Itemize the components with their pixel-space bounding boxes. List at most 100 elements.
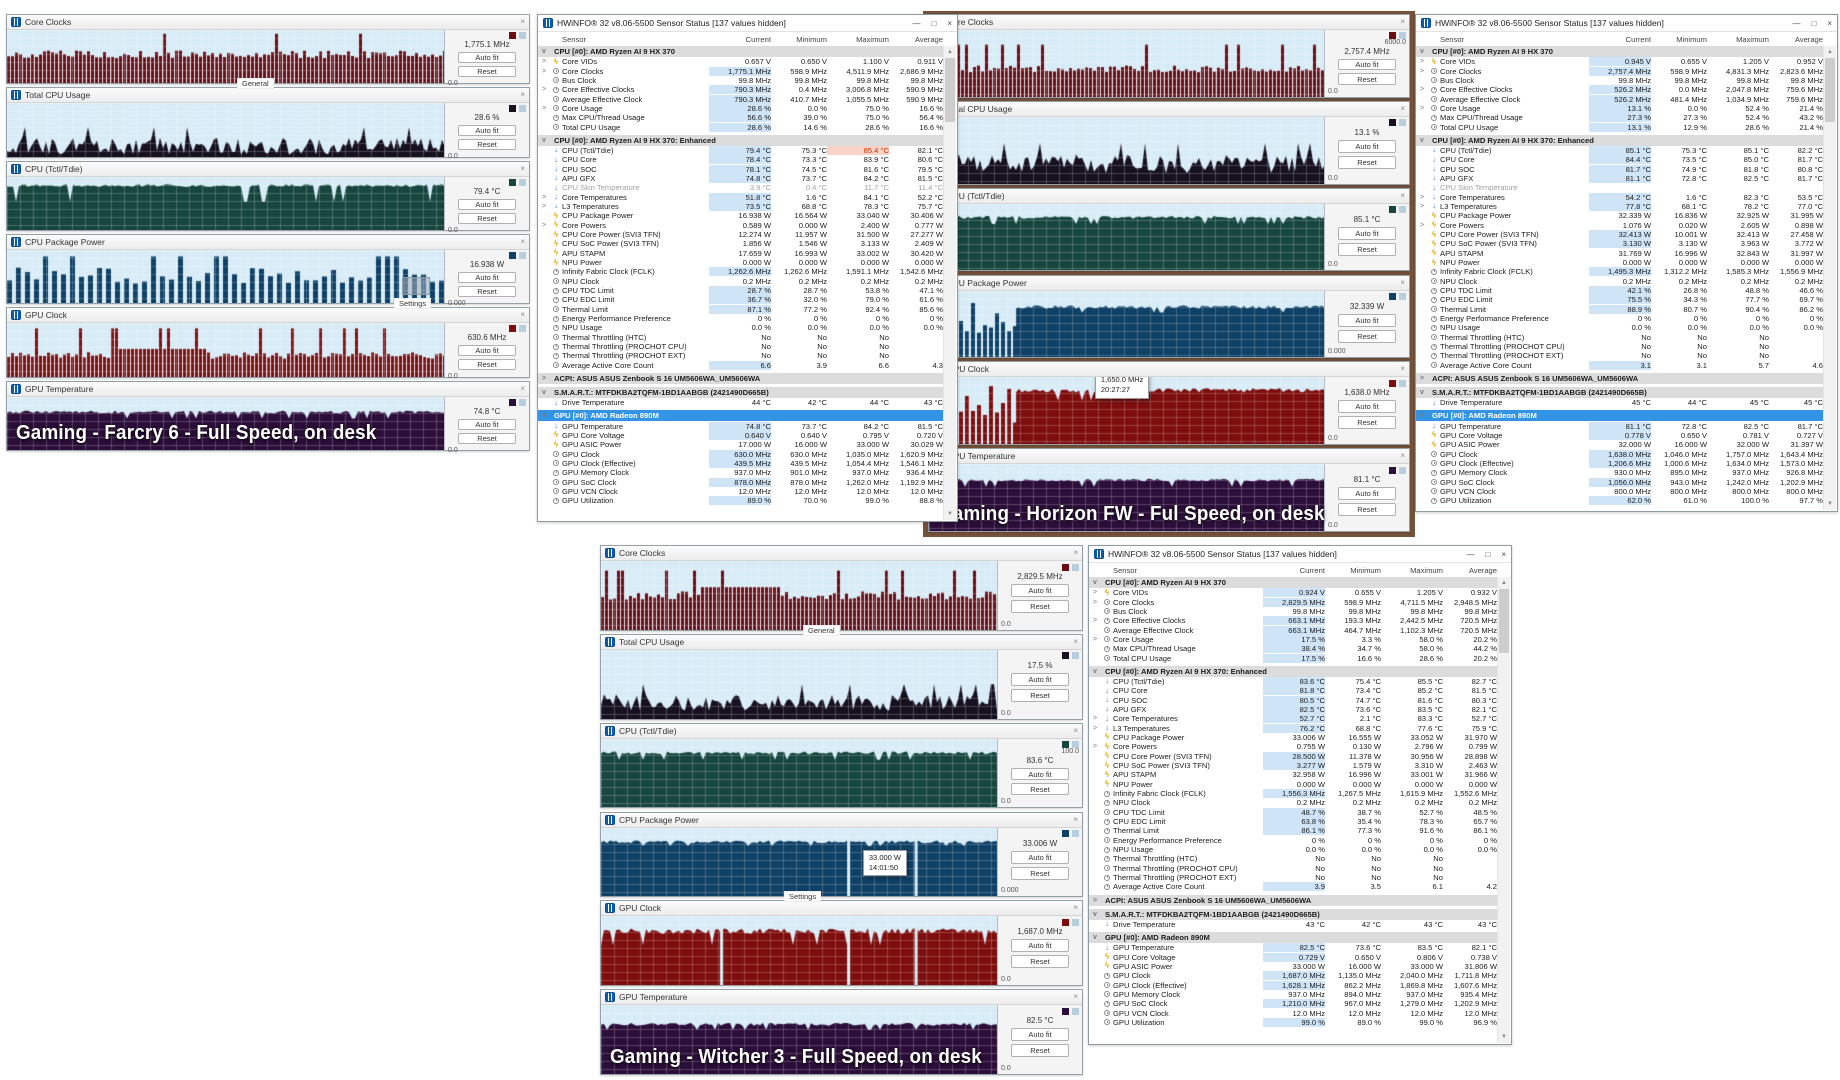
panel-close-icon[interactable]: × — [520, 237, 525, 246]
reset-button[interactable]: Reset — [1338, 503, 1396, 517]
graph-plot[interactable] — [929, 30, 1325, 97]
panel-close-icon[interactable]: × — [520, 163, 525, 173]
auto-fit-button[interactable]: Auto fit — [458, 198, 516, 210]
sensor-row[interactable]: Total CPU Usage 13.1 % 12.9 % 28.6 % 21.4 % — [1416, 122, 1824, 132]
graph-plot[interactable] — [7, 396, 445, 450]
maximize-button[interactable]: □ — [1811, 18, 1817, 28]
graph-plot[interactable] — [601, 738, 998, 808]
reset-button[interactable]: Reset — [458, 432, 516, 444]
panel-close-icon[interactable]: × — [1073, 725, 1078, 735]
section-header[interactable]: > ACPI: ASUS ASUS Zenbook S 16 UM5606WA_U… — [1089, 894, 1498, 906]
reset-button[interactable]: Reset — [1338, 242, 1396, 256]
auto-fit-button[interactable]: Auto fit — [458, 272, 516, 283]
sensor-row[interactable]: ↓ Drive Temperature 43 °C 42 °C 43 °C 43 °C — [1089, 920, 1498, 929]
graph-panel-titlebar[interactable]: Core Clocks × — [929, 15, 1409, 30]
reset-button[interactable]: Reset — [458, 359, 516, 371]
sensor-row[interactable]: ↓ GPU Temperature 82.5 °C 73.6 °C 83.5 °C 82.… — [1089, 943, 1498, 953]
tree-expander-icon[interactable]: > — [542, 221, 547, 229]
sensor-row[interactable]: ↓ Drive Temperature 44 °C 42 °C 44 °C 43 °C — [538, 398, 944, 407]
tree-expander-icon[interactable]: > — [1420, 86, 1425, 94]
tree-expander-icon[interactable]: > — [1420, 375, 1425, 382]
sensor-row[interactable]: Total CPU Usage 28.6 % 14.6 % 28.6 % 16.6 % — [538, 122, 944, 132]
graph-canvas[interactable] — [601, 1005, 997, 1074]
panel-close-icon[interactable]: × — [1400, 364, 1405, 374]
section-header[interactable]: v CPU [#0]: AMD Ryzen AI 9 HX 370 — [538, 46, 944, 57]
sensor-row[interactable]: ϟ CPU Core Power (SVI3 TFN) 32.413 W 10.001… — [1416, 230, 1824, 240]
tree-expander-icon[interactable]: v — [1420, 136, 1424, 144]
graph-plot[interactable] — [7, 103, 445, 157]
sensor-row[interactable]: GPU Clock 1,687.0 MHz 1,135.0 MHz 2,040.0 M… — [1089, 971, 1498, 981]
sensor-row[interactable]: GPU VCN Clock 12.0 MHz 12.0 MHz 12.0 MHz 12.… — [1089, 1008, 1498, 1018]
auto-fit-button[interactable]: Auto fit — [1338, 487, 1396, 501]
sensor-row[interactable]: ϟ APU STAPM 17.659 W 16.993 W 33.002 W 30.420… — [538, 249, 944, 258]
sensor-row[interactable]: NPU Clock 0.2 MHz 0.2 MHz 0.2 MHz 0.2 MHz — [538, 277, 944, 286]
sensor-row[interactable]: Average Effective Clock 790.3 MHz 410.7 MH… — [538, 94, 944, 104]
graph-plot[interactable] — [7, 250, 445, 304]
reset-button[interactable]: Reset — [458, 66, 516, 77]
sensor-row[interactable]: > ↓ Core Temperatures 52.7 °C 2.1 °C 83.3 °C 5… — [1089, 714, 1498, 724]
sensor-row[interactable]: ϟ GPU ASIC Power 17.000 W 16.000 W 33.000 W 3… — [538, 440, 944, 449]
panel-close-icon[interactable]: × — [1073, 548, 1078, 557]
section-header[interactable]: v CPU [#0]: AMD Ryzen AI 9 HX 370: Enhanc… — [538, 134, 944, 146]
sensor-row[interactable]: ϟ CPU Core Power (SVI3 TFN) 12.274 W 11.957… — [538, 230, 944, 239]
sensor-row[interactable]: ↓ CPU (Tctl/Tdie) 83.6 °C 75.4 °C 85.5 °C 82.… — [1089, 676, 1498, 686]
sensor-row[interactable]: > ↓ Core Temperatures 54.2 °C 1.6 °C 82.3 °C 5… — [1416, 192, 1824, 202]
graph-plot[interactable] — [601, 1005, 998, 1074]
sensor-row[interactable]: ϟ CPU Package Power 32.339 W 16.836 W 32.925… — [1416, 211, 1824, 220]
sensor-row[interactable]: ϟ GPU Core Voltage 0.778 V 0.650 V 0.781 V 0.… — [1416, 430, 1824, 440]
panel-close-icon[interactable]: × — [1400, 17, 1405, 26]
tree-expander-icon[interactable]: v — [542, 48, 546, 55]
sensor-row[interactable]: ↓ APU GFX 74.8 °C 73.7 °C 84.2 °C 81.5 °C — [538, 173, 944, 183]
sensor-row[interactable]: Total CPU Usage 17.5 % 16.6 % 28.6 % 20.2 % — [1089, 653, 1498, 663]
graph-canvas[interactable] — [601, 738, 997, 808]
sensor-row[interactable]: ↓ CPU Skin Temperature 3.9 °C 0.4 °C 11.7 °C… — [538, 183, 944, 192]
auto-fit-button[interactable]: Auto fit — [1011, 850, 1069, 864]
graph-panel-titlebar[interactable]: Total CPU Usage × — [601, 634, 1082, 650]
sensor-row[interactable]: ϟ APU STAPM 31.769 W 16.996 W 32.843 W 31.997… — [1416, 249, 1824, 258]
tree-expander-icon[interactable]: v — [1093, 910, 1097, 918]
panel-close-icon[interactable]: × — [1073, 636, 1078, 646]
graph-panel-titlebar[interactable]: CPU (Tctl/Tdie) × — [929, 188, 1409, 204]
reset-button[interactable]: Reset — [458, 139, 516, 151]
graph-panel-titlebar[interactable]: Core Clocks × — [7, 15, 529, 30]
sensor-row[interactable]: ϟ NPU Power 0.000 W 0.000 W 0.000 W 0.000 W — [1089, 780, 1498, 789]
sensor-row[interactable]: Max CPU/Thread Usage 27.3 % 27.3 % 52.4 % 43… — [1416, 113, 1824, 123]
sensor-row[interactable]: > Core Usage 17.5 % 3.3 % 58.0 % 20.2 % — [1089, 634, 1498, 644]
graph-plot[interactable]: 33.000 W 14:01:50 — [601, 827, 998, 897]
tree-expander-icon[interactable]: > — [1420, 58, 1425, 66]
tree-expander-icon[interactable]: > — [542, 202, 547, 210]
sensor-row[interactable]: > Core Effective Clocks 790.3 MHz 0.4 MHz 3,… — [538, 85, 944, 95]
sensor-row[interactable]: > Core Clocks 2,757.4 MHz 598.9 MHz 4,831.3 … — [1416, 66, 1824, 76]
scroll-down-arrow[interactable]: ▼ — [1501, 1034, 1507, 1040]
panel-close-icon[interactable]: × — [1400, 277, 1405, 287]
sensor-row[interactable]: ϟ GPU ASIC Power 33.000 W 16.000 W 33.000 W 3… — [1089, 962, 1498, 971]
panel-close-icon[interactable]: × — [520, 90, 525, 100]
graph-panel-titlebar[interactable]: Total CPU Usage × — [7, 88, 529, 104]
tree-expander-icon[interactable]: > — [542, 193, 547, 201]
sensor-row[interactable]: ↓ CPU (Tctl/Tdie) 79.4 °C 75.3 °C 85.4 °C 82.… — [538, 145, 944, 155]
sensor-row[interactable]: > Core Usage 13.1 % 0.0 % 52.4 % 21.4 % — [1416, 103, 1824, 113]
tree-expander-icon[interactable]: > — [1093, 724, 1098, 732]
window-titlebar[interactable]: HWiNFO® 32 v8.06-5500 Sensor Status [137… — [1089, 546, 1511, 563]
scroll-up-arrow[interactable]: ▲ — [947, 49, 953, 55]
sensor-row[interactable]: ↓ GPU Temperature 81.1 °C 72.8 °C 82.5 °C 81.… — [1416, 421, 1824, 431]
tree-expander-icon[interactable]: > — [1093, 635, 1098, 643]
sensor-row[interactable]: ↓ APU GFX 82.5 °C 73.6 °C 83.5 °C 82.1 °C — [1089, 704, 1498, 714]
section-header[interactable]: v CPU [#0]: AMD Ryzen AI 9 HX 370: Enhanc… — [1416, 134, 1824, 146]
sensor-row[interactable]: GPU VCN Clock 12.0 MHz 12.0 MHz 12.0 MHz 12.… — [538, 487, 944, 496]
auto-fit-button[interactable]: Auto fit — [1338, 313, 1396, 327]
graph-canvas[interactable] — [929, 290, 1324, 358]
auto-fit-button[interactable]: Auto fit — [1011, 939, 1069, 953]
graph-panel-titlebar[interactable]: GPU Temperature × — [7, 381, 529, 397]
reset-button[interactable]: Reset — [1338, 329, 1396, 343]
tree-expander-icon[interactable]: > — [542, 67, 547, 75]
sensor-row[interactable]: Average Active Core Count 6.6 3.9 6.6 4.3 — [538, 360, 944, 370]
graph-canvas[interactable] — [929, 116, 1324, 184]
scroll-down-arrow[interactable]: ▼ — [947, 511, 953, 517]
vertical-scrollbar[interactable]: ▲ ▼ — [1497, 577, 1510, 1043]
sensor-row[interactable]: ϟ CPU SoC Power (SVI3 TFN) 3.277 W 1.579 W 3… — [1089, 761, 1498, 771]
panel-close-icon[interactable]: × — [1400, 451, 1405, 461]
sensor-row[interactable]: Thermal Throttling (HTC) No No No — [1416, 333, 1824, 342]
sensor-row[interactable]: GPU Utilization 62.0 % 61.0 % 100.0 % 97.7 % — [1416, 496, 1824, 506]
sensor-row[interactable]: Infinity Fabric Clock (FCLK) 1,495.3 MHz 1… — [1416, 267, 1824, 277]
